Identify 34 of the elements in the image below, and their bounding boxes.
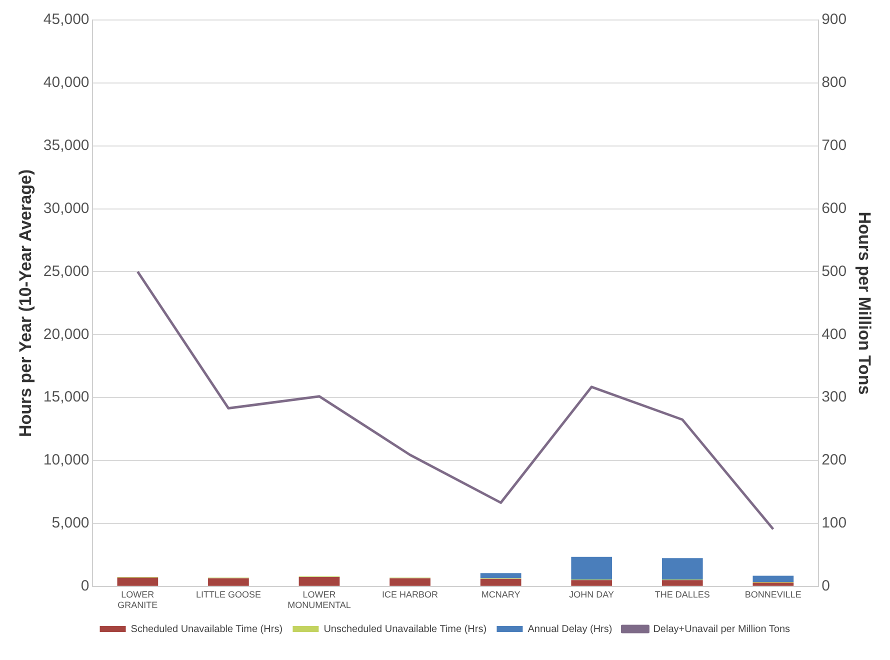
y2-tick-label: 200 — [822, 452, 847, 469]
y2-tick-label: 900 — [822, 11, 847, 28]
legend-label: Scheduled Unavailable Time (Hrs) — [130, 624, 283, 635]
x-tick-label: MCNARY — [481, 589, 520, 600]
x-tick-label: THE DALLES — [654, 589, 710, 600]
y-axis-title: Hours per Year (10-Year Average) — [16, 169, 35, 438]
legend-label: Unscheduled Unavailable Time (Hrs) — [324, 624, 487, 635]
y2-tick-label: 500 — [822, 262, 847, 280]
y-tick-label: 0 — [80, 578, 90, 595]
y2-tick-label: 300 — [822, 388, 847, 406]
x-tick-label: JOHN DAY — [569, 589, 614, 600]
y-tick-label: 35,000 — [43, 137, 90, 154]
y2-tick-label: 700 — [822, 137, 847, 154]
y-tick-label: 25,000 — [43, 262, 90, 280]
y-tick-label: 20,000 — [43, 326, 90, 343]
legend-label: Delay+Unavail per Million Tons — [653, 624, 790, 635]
x-tick-label: LOWER MONUMENTAL — [288, 589, 351, 610]
y-tick-label: 45,000 — [43, 11, 90, 28]
y2-tick-label: 800 — [822, 74, 847, 92]
x-tick-label: ICE HARBOR — [382, 589, 439, 600]
y-tick-label: 40,000 — [43, 74, 90, 92]
y-tick-label: 30,000 — [43, 200, 90, 217]
y2-tick-label: 400 — [822, 326, 847, 343]
y-tick-label: 10,000 — [43, 452, 90, 469]
y2-tick-label: 0 — [822, 578, 830, 595]
x-tick-label: BONNEVILLE — [744, 589, 802, 600]
y-tick-label: 5,000 — [52, 514, 90, 532]
y2-tick-label: 100 — [822, 514, 847, 532]
x-tick-label: LITTLE GOOSE — [196, 589, 261, 600]
x-tick-label: LOWER GRANITE — [118, 589, 158, 610]
y2-axis-title: Hours per Million Tons — [855, 212, 874, 395]
y-tick-label: 15,000 — [43, 388, 90, 406]
legend-label: Annual Delay (Hrs) — [528, 624, 612, 635]
y2-tick-label: 600 — [822, 200, 847, 217]
